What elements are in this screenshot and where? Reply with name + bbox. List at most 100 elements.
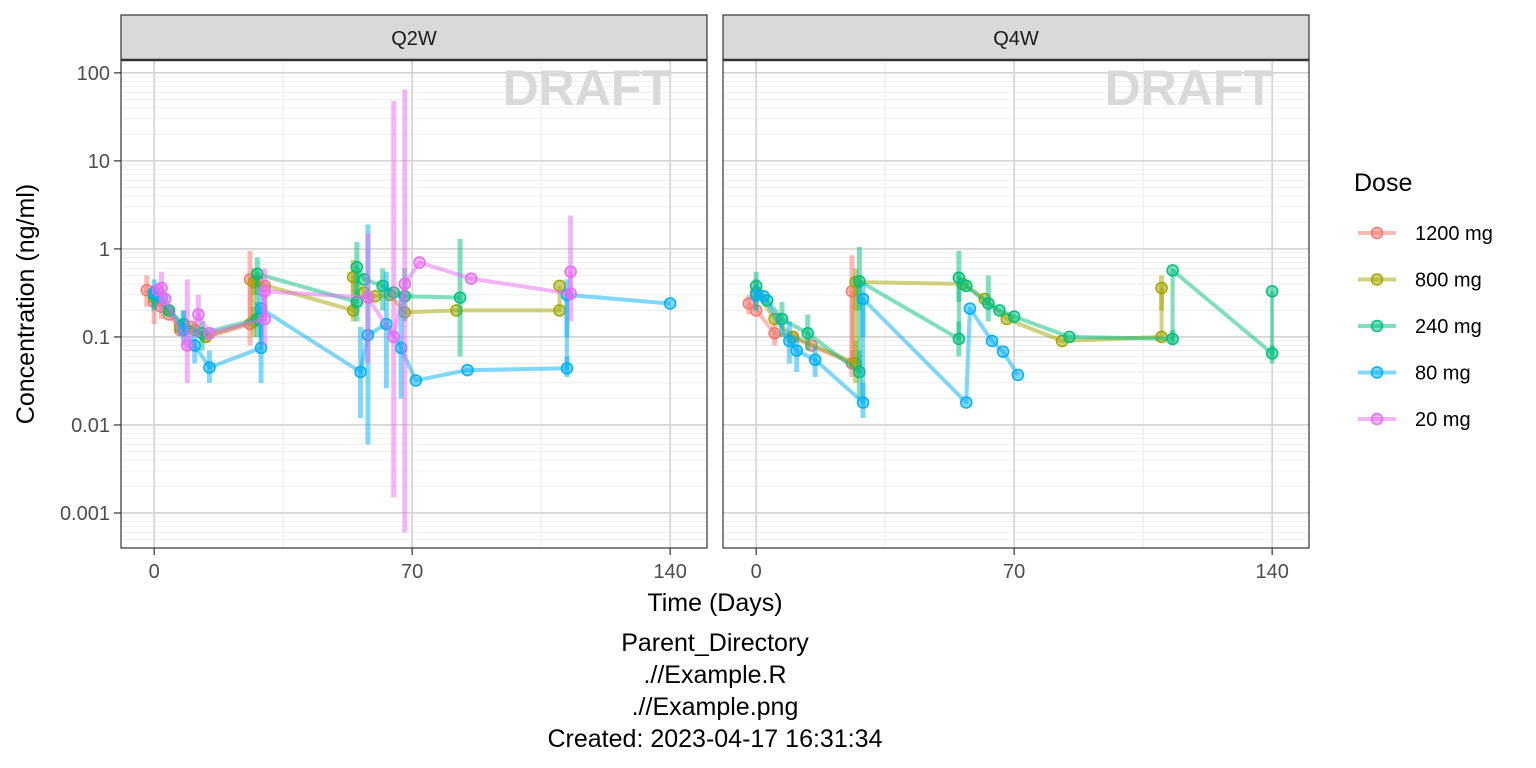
data-point-80-mg (354, 365, 367, 379)
legend-key-240-mg: 240 mg (1358, 316, 1482, 338)
data-point-240-mg (453, 291, 467, 304)
data-point-80-mg (203, 361, 216, 374)
caption: Parent_Directory .//Example.R .//Example… (548, 629, 883, 753)
legend-key-1200-mg: 1200 mg (1358, 223, 1493, 245)
facet-panel-q2w: Q2W DRAFT (120, 14, 708, 549)
data-point-80-mg (790, 344, 803, 357)
data-point-240-mg (1166, 332, 1179, 346)
facet-panel-q4w: Q4W DRAFT (722, 14, 1310, 549)
data-point-240-mg (801, 327, 815, 340)
data-point-80-mg (996, 345, 1010, 358)
legend-label: 80 mg (1415, 363, 1471, 385)
facet-strip-q4w (722, 14, 1310, 61)
legend-point (1370, 366, 1384, 379)
caption-line-3: .//Example.png (632, 693, 799, 721)
series-80-mg-q4w (749, 283, 1025, 418)
facet-strip-label-q4w: Q4W (993, 28, 1039, 50)
data-point-80-mg (808, 353, 822, 367)
data-point-80-mg (560, 362, 574, 375)
data-point-20-mg (155, 281, 168, 295)
legend-label: 20 mg (1415, 409, 1471, 431)
data-marks-q2w (140, 89, 677, 533)
caption-line-1: Parent_Directory (621, 629, 809, 657)
y-axis-title: Concentration (ng/ml) (12, 184, 40, 424)
data-point-80-mg (963, 302, 977, 315)
data-point-20-mg (361, 291, 375, 304)
data-point-20-mg (158, 292, 172, 306)
data-point-20-mg (564, 287, 577, 300)
legend-title: Dose (1354, 169, 1412, 197)
data-point-240-mg (251, 267, 264, 281)
data-point-800-mg (1155, 281, 1168, 295)
x-axis-title: Time (Days) (647, 589, 782, 617)
data-point-240-mg (952, 271, 966, 285)
data-point-80-mg (856, 396, 870, 409)
grid-q4w (723, 60, 1309, 548)
legend: Dose 1200 mg 800 mg 240 mg 80 mg 20 mg (1354, 169, 1493, 431)
data-point-240-mg (982, 297, 995, 310)
data-point-20-mg (203, 327, 216, 340)
data-point-240-mg (853, 274, 866, 288)
data-point-20-mg (398, 277, 412, 291)
x-axis-tick-label: 70 (1003, 561, 1025, 583)
panel-background-q2w (121, 60, 707, 548)
data-point-80-mg (461, 363, 474, 377)
watermark-q4w: DRAFT (1105, 60, 1274, 116)
data-point-240-mg (1166, 264, 1179, 277)
data-marks-q4w (742, 247, 1279, 418)
x-axis-tick-label: 0 (149, 561, 160, 583)
data-point-20-mg (181, 339, 194, 352)
data-point-240-mg (1265, 347, 1279, 360)
legend-point (1370, 319, 1384, 333)
x-axis-tick-label: 140 (1255, 561, 1288, 583)
data-point-240-mg (959, 279, 973, 293)
grid-q2w (121, 60, 707, 548)
data-point-240-mg (1007, 310, 1021, 323)
data-point-80-mg (783, 334, 796, 348)
data-point-20-mg (464, 272, 478, 285)
panel-background-q4w (723, 60, 1309, 548)
data-point-1200-mg (768, 327, 781, 340)
legend-key-80-mg: 80 mg (1358, 363, 1471, 385)
legend-key-20-mg: 20 mg (1358, 409, 1471, 431)
data-point-80-mg (409, 374, 423, 387)
y-axis-tick-label: 0.01 (71, 415, 110, 437)
y-axis-tick-label: 0.001 (60, 503, 110, 525)
y-axis-tick-label: 100 (77, 63, 110, 85)
series-240-mg-q4w (749, 247, 1279, 399)
data-point-240-mg (993, 304, 1006, 317)
y-axis-tick-label: 0.1 (82, 327, 110, 349)
facet-strip-label-q2w: Q2W (391, 28, 437, 50)
x-axis: 0 70 140 0 70 140 (149, 548, 1289, 583)
data-point-800-mg (553, 304, 566, 317)
y-axis-tick-label: 10 (88, 151, 110, 173)
data-point-80-mg (663, 297, 677, 310)
data-point-80-mg (757, 289, 770, 303)
data-point-80-mg (985, 334, 999, 348)
data-point-20-mg (413, 256, 426, 269)
data-point-240-mg (952, 332, 966, 346)
data-point-240-mg (1063, 330, 1076, 344)
data-point-20-mg (258, 312, 271, 326)
data-point-240-mg (350, 260, 364, 274)
y-axis: 0.001 0.01 0.1 1 10 100 (60, 63, 121, 525)
series-20-mg-q2w (151, 89, 577, 533)
legend-point (1370, 273, 1384, 286)
legend-label: 240 mg (1415, 316, 1482, 338)
x-axis-tick-label: 70 (401, 561, 423, 583)
data-point-20-mg (564, 265, 577, 279)
data-point-80-mg (1011, 368, 1025, 382)
data-point-240-mg (1265, 285, 1279, 298)
caption-line-2: .//Example.R (643, 661, 786, 689)
legend-key-800-mg: 800 mg (1358, 270, 1482, 292)
x-axis-tick-label: 140 (653, 561, 686, 583)
data-point-20-mg (258, 285, 271, 298)
watermark-q2w: DRAFT (503, 60, 672, 116)
data-point-20-mg (387, 330, 400, 344)
legend-label: 800 mg (1415, 270, 1482, 292)
data-point-20-mg (192, 308, 205, 321)
data-point-80-mg (959, 396, 973, 409)
x-axis-tick-label: 0 (751, 561, 762, 583)
legend-point (1370, 226, 1384, 240)
